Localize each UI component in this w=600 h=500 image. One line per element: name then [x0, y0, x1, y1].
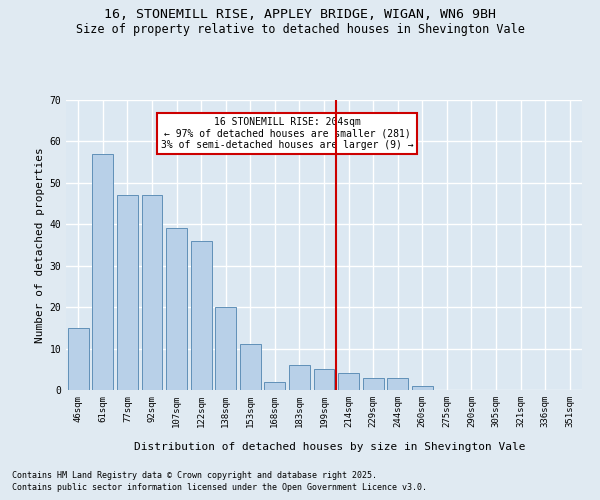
Text: Contains HM Land Registry data © Crown copyright and database right 2025.: Contains HM Land Registry data © Crown c…: [12, 471, 377, 480]
Bar: [338, 374, 359, 390]
Text: Contains public sector information licensed under the Open Government Licence v3: Contains public sector information licen…: [12, 484, 427, 492]
Y-axis label: Number of detached properties: Number of detached properties: [35, 147, 45, 343]
Text: Distribution of detached houses by size in Shevington Vale: Distribution of detached houses by size …: [134, 442, 526, 452]
Bar: [166, 228, 187, 390]
Bar: [191, 241, 212, 390]
Bar: [117, 196, 138, 390]
Bar: [240, 344, 261, 390]
Bar: [68, 328, 89, 390]
Text: 16 STONEMILL RISE: 204sqm
← 97% of detached houses are smaller (281)
3% of semi-: 16 STONEMILL RISE: 204sqm ← 97% of detac…: [161, 116, 413, 150]
Bar: [142, 196, 163, 390]
Bar: [314, 370, 334, 390]
Bar: [387, 378, 408, 390]
Bar: [215, 307, 236, 390]
Text: 16, STONEMILL RISE, APPLEY BRIDGE, WIGAN, WN6 9BH: 16, STONEMILL RISE, APPLEY BRIDGE, WIGAN…: [104, 8, 496, 20]
Bar: [265, 382, 286, 390]
Bar: [289, 365, 310, 390]
Text: Size of property relative to detached houses in Shevington Vale: Size of property relative to detached ho…: [76, 22, 524, 36]
Bar: [412, 386, 433, 390]
Bar: [92, 154, 113, 390]
Bar: [362, 378, 383, 390]
